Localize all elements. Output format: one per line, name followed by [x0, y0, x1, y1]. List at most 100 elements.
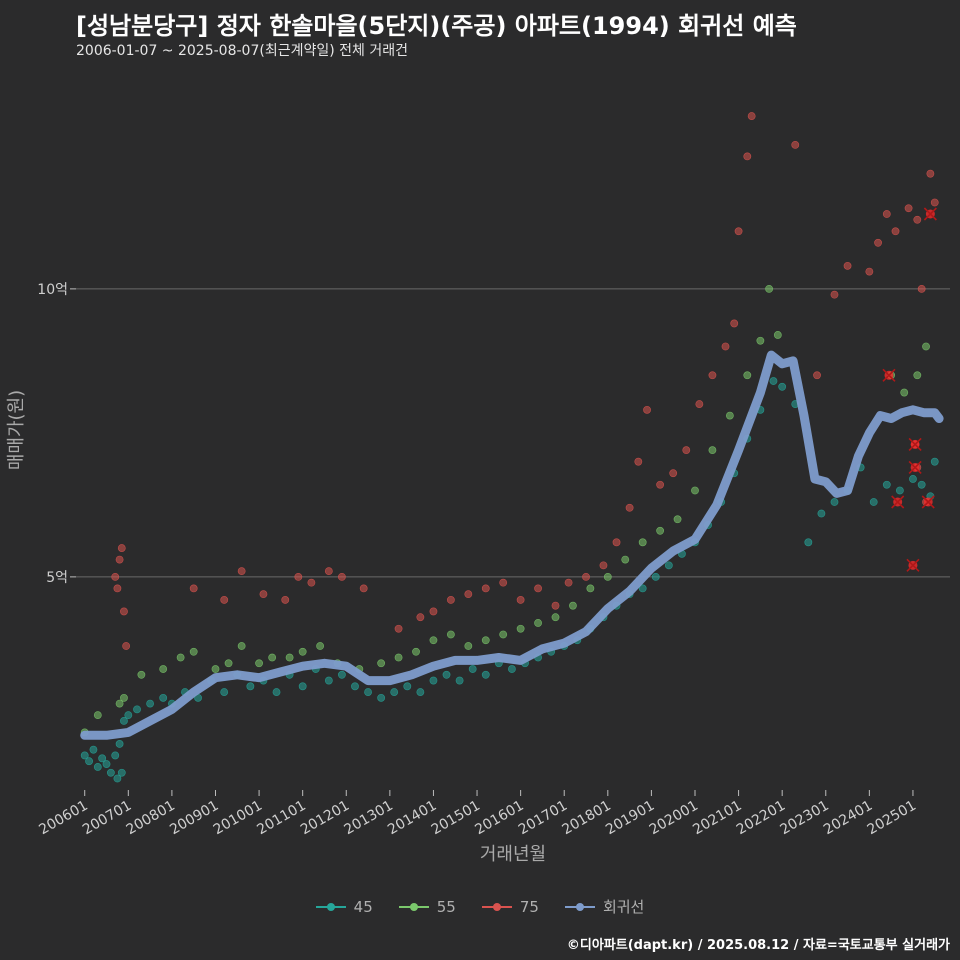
point-45	[80, 751, 89, 760]
point-75	[281, 596, 290, 604]
point-55	[211, 665, 220, 673]
point-75	[813, 371, 821, 380]
point-55	[569, 601, 577, 610]
point-55	[176, 653, 185, 662]
highlight-cross	[891, 495, 905, 509]
point-45	[124, 711, 133, 720]
point-45	[455, 676, 464, 685]
highlight-cross	[908, 460, 922, 475]
point-55	[773, 331, 782, 339]
point-75	[721, 342, 730, 351]
point-45	[882, 480, 891, 489]
point-45	[769, 377, 778, 385]
point-45	[481, 670, 490, 679]
point-55	[765, 284, 773, 293]
point-75	[122, 642, 131, 650]
trend-line-group	[80, 350, 944, 740]
trend-line	[80, 350, 944, 740]
point-45	[429, 676, 438, 685]
point-55	[429, 636, 438, 645]
x-tick-label: 201401	[385, 798, 439, 839]
point-75	[599, 561, 608, 570]
point-45	[272, 688, 281, 696]
point-75	[534, 584, 542, 593]
point-55	[268, 653, 277, 662]
point-75	[481, 584, 490, 593]
y-axis-ticks: 5억 10억	[37, 282, 76, 586]
x-tick-label: 202001	[647, 798, 701, 839]
x-tick-label: 201501	[429, 798, 483, 839]
point-45	[917, 480, 926, 489]
x-tick-label: 200601	[36, 798, 90, 839]
point-55	[922, 342, 930, 351]
point-45	[909, 475, 917, 483]
highlight-cross	[921, 495, 935, 509]
x-tick-label: 202501	[865, 798, 919, 839]
point-45	[468, 665, 477, 673]
point-75	[743, 152, 752, 161]
point-55	[159, 665, 168, 673]
point-75	[359, 584, 368, 593]
point-75	[237, 567, 246, 576]
x-tick-label: 201601	[472, 798, 526, 839]
point-45	[85, 757, 93, 766]
x-tick-label: 200901	[167, 798, 221, 839]
point-45	[651, 572, 660, 581]
x-tick-label: 202301	[777, 798, 831, 839]
legend-item: 회귀선	[564, 896, 644, 917]
point-55	[534, 619, 542, 627]
point-75	[416, 613, 425, 622]
point-75	[111, 572, 120, 581]
grid-lines	[76, 288, 950, 578]
data-points	[80, 112, 939, 783]
point-75	[259, 590, 268, 599]
point-75	[446, 596, 455, 604]
point-45	[895, 486, 904, 495]
point-55	[377, 659, 386, 668]
x-tick-label: 201701	[516, 798, 570, 839]
point-55	[298, 647, 307, 656]
point-45	[133, 705, 141, 714]
point-55	[691, 486, 699, 495]
point-45	[508, 665, 516, 673]
y-axis-label: 매매가(원)	[6, 390, 27, 470]
point-45	[403, 682, 412, 691]
point-75	[708, 371, 717, 380]
x-axis-label: 거래년월	[480, 844, 546, 865]
point-75	[747, 112, 756, 120]
point-45	[102, 760, 111, 768]
point-55	[900, 388, 909, 397]
point-55	[603, 572, 612, 581]
highlight-cross	[908, 437, 922, 451]
legend-key	[315, 901, 346, 913]
highlight-cross	[882, 368, 896, 382]
point-75	[220, 596, 229, 604]
point-55	[394, 653, 403, 662]
footer-credit: ©디아파트(dapt.kr) / 2025.08.12 / 자료=국토교통부 실…	[566, 938, 950, 953]
point-75	[294, 572, 303, 581]
point-55	[481, 636, 490, 645]
point-55	[285, 653, 294, 662]
point-75	[582, 572, 590, 581]
point-55	[586, 584, 595, 593]
point-45	[117, 768, 126, 777]
point-55	[316, 642, 325, 650]
point-75	[307, 578, 316, 587]
point-45	[146, 699, 155, 708]
point-75	[324, 567, 333, 576]
point-75	[464, 590, 473, 599]
y-tick-label: 10억	[37, 282, 68, 298]
point-75	[499, 578, 508, 587]
point-55	[115, 699, 124, 708]
x-tick-label: 202401	[821, 798, 875, 839]
point-45	[377, 693, 386, 702]
y-tick-label: 5억	[46, 570, 68, 586]
point-75	[117, 544, 126, 552]
highlight-cross	[923, 207, 937, 221]
point-55	[708, 446, 717, 455]
point-55	[224, 659, 233, 668]
point-75	[874, 238, 882, 247]
point-75	[643, 405, 651, 414]
x-tick-label: 201201	[298, 798, 352, 839]
